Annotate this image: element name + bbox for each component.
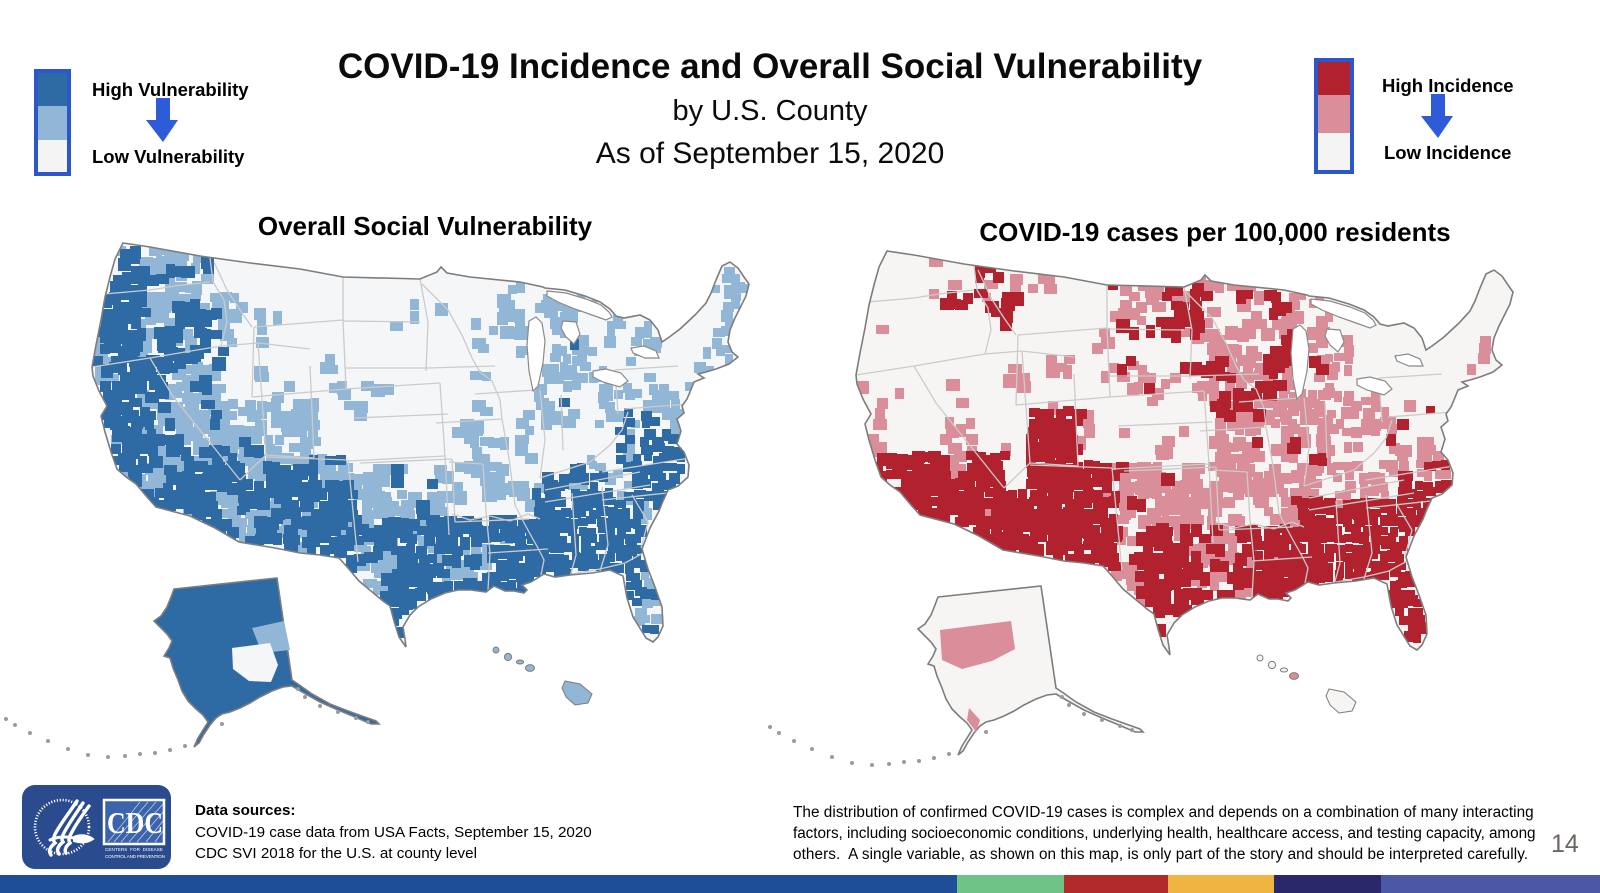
svg-text:CONTROL AND PREVENTION: CONTROL AND PREVENTION: [105, 854, 165, 859]
svg-text:CDC: CDC: [107, 805, 163, 840]
svg-text:CENTERS FOR DISEASE: CENTERS FOR DISEASE: [105, 847, 163, 852]
